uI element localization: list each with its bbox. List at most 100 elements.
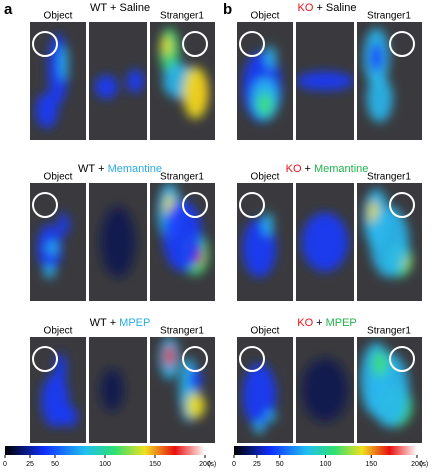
heatmap [150, 337, 215, 443]
heat-blob [265, 411, 277, 422]
condition-title: WT + Saline [90, 2, 150, 14]
heatmap [296, 337, 354, 443]
tick-label: 50 [276, 461, 284, 468]
zone-circle [239, 31, 265, 57]
heatmap [150, 183, 215, 301]
heatmap [296, 183, 354, 301]
blobs [301, 212, 349, 272]
heat-blob [301, 358, 349, 422]
blobs [94, 69, 145, 99]
heatmap [237, 337, 293, 443]
heat-blob [94, 75, 118, 99]
panel-label: a [4, 1, 13, 18]
heat-blob [44, 264, 56, 279]
condition-title: WT + Memantine [78, 163, 162, 175]
zone-circle [182, 31, 208, 57]
title-plus: + [316, 2, 322, 14]
blobs [363, 188, 413, 278]
heat-blob [58, 212, 70, 237]
blobs [159, 27, 209, 119]
heatmap [30, 337, 86, 443]
heat-blob [256, 92, 274, 117]
stranger-label: Stranger1 [160, 172, 204, 183]
heat-blob [185, 393, 206, 419]
heat-blob [253, 420, 265, 434]
object-label: Object [251, 326, 280, 337]
title-treatment: MPEP [119, 317, 150, 329]
colorbar [234, 446, 417, 455]
condition-title: KO + MPEP [297, 317, 357, 329]
heatmap [89, 22, 147, 140]
zone-circle [182, 346, 208, 372]
tick-label: 200 [411, 461, 423, 468]
title-plus: + [305, 163, 311, 175]
blobs [242, 212, 277, 278]
heat-blob [60, 405, 78, 428]
object-label: Object [44, 11, 73, 22]
tick-label: 150 [149, 461, 161, 468]
heatmap [89, 183, 147, 301]
blobs [100, 368, 124, 412]
blobs [242, 363, 277, 434]
zone-circle [182, 192, 208, 218]
heat-blob [161, 36, 172, 56]
tick-label: 25 [26, 461, 34, 468]
tick-label: 200 [199, 461, 211, 468]
heat-blob [126, 69, 145, 93]
condition-title: KO + Saline [298, 2, 357, 14]
heat-blob [262, 212, 274, 237]
heat-blob [100, 368, 124, 412]
blobs [100, 206, 136, 278]
heat-blob [370, 43, 383, 72]
title-treatment: Saline [119, 2, 150, 14]
heat-blob [301, 212, 349, 272]
tick-label: 0 [3, 461, 7, 468]
heat-blob [366, 75, 393, 123]
heat-blob [189, 368, 202, 390]
tick-label: 100 [320, 461, 332, 468]
title-plus: + [110, 2, 116, 14]
heat-blob [100, 206, 136, 278]
zone-circle [389, 346, 415, 372]
object-label: Object [251, 11, 280, 22]
tick-label: 25 [253, 461, 261, 468]
heatmap [237, 22, 293, 140]
heat-blob [370, 206, 409, 278]
title-genotype: WT [78, 163, 95, 175]
title-plus: + [110, 317, 116, 329]
title-genotype: WT [90, 317, 107, 329]
blobs [159, 337, 206, 422]
title-genotype: KO [286, 163, 302, 175]
stranger-label: Stranger1 [367, 326, 411, 337]
tick-label: 100 [99, 461, 111, 468]
stranger-label: Stranger1 [160, 11, 204, 22]
blobs [35, 33, 69, 129]
heatmap [30, 183, 86, 301]
tick-label: 150 [365, 461, 377, 468]
heat-blob [35, 92, 58, 129]
heatmap [296, 22, 354, 140]
title-treatment: Saline [326, 2, 357, 14]
object-label: Object [44, 326, 73, 337]
stranger-label: Stranger1 [367, 172, 411, 183]
title-genotype: KO [298, 2, 314, 14]
blobs [301, 358, 349, 422]
stranger-label: Stranger1 [367, 11, 411, 22]
zone-circle [389, 192, 415, 218]
title-treatment: Memantine [108, 163, 162, 175]
blobs [37, 212, 70, 279]
heat-blob [182, 66, 209, 119]
blobs [41, 352, 78, 428]
title-treatment: Memantine [314, 163, 368, 175]
title-genotype: KO [297, 317, 313, 329]
unit-label: (s) [208, 461, 216, 468]
heat-blob [163, 200, 202, 272]
heat-blob [296, 71, 354, 91]
title-treatment: MPEP [326, 317, 357, 329]
condition-title: KO + Memantine [286, 163, 369, 175]
heat-blob [46, 240, 59, 255]
heatmap [89, 337, 147, 443]
heatmap [150, 22, 215, 140]
title-plus: + [316, 317, 322, 329]
